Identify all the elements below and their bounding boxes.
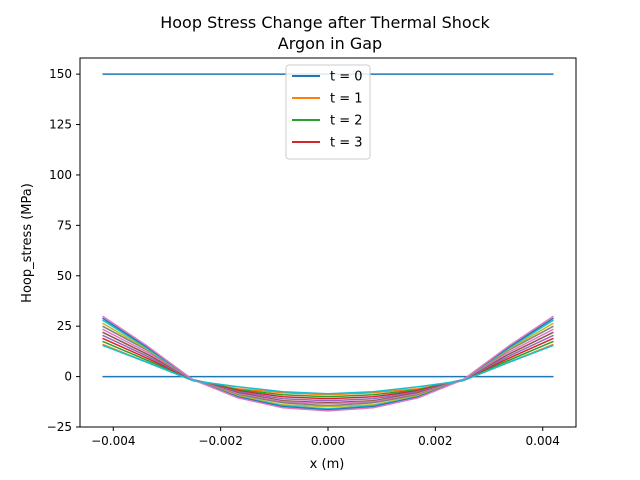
y-tick-label: 100 [49, 168, 72, 182]
legend-label: t = 2 [330, 114, 363, 129]
x-tick-label: −0.002 [198, 434, 242, 448]
legend-box [285, 64, 371, 160]
series-line-5 [102, 334, 554, 402]
x-tick-label: 0.000 [311, 434, 345, 448]
x-tick-label: −0.004 [91, 434, 135, 448]
y-tick-label: 50 [57, 269, 72, 283]
series-line-6 [102, 331, 554, 404]
y-tick-label: 75 [57, 218, 72, 232]
plot-lines-group [102, 73, 554, 412]
legend-label: t = 1 [330, 92, 363, 107]
chart-title: Hoop Stress Change after Thermal Shock [160, 13, 490, 32]
axes-group: −0.004 −0.002 0.000 0.002 0.004 −25 0 25 50 75 100… [47, 57, 577, 448]
chart-subtitle: Argon in Gap [278, 34, 382, 53]
legend-label: t = 3 [330, 136, 363, 151]
series-line-10 [102, 319, 554, 410]
y-axis-label: Hoop_stress (MPa) [20, 183, 35, 303]
series-line-7 [102, 328, 554, 405]
x-axis-label: x (m) [310, 457, 345, 472]
series-line-12 [102, 315, 554, 412]
y-tick-label: 150 [49, 67, 72, 81]
y-tick-label: −25 [47, 420, 72, 434]
y-tick-label: 25 [57, 319, 72, 333]
x-tick-label: 0.002 [418, 434, 452, 448]
y-tick-label: 0 [64, 370, 72, 384]
legend-label: t = 0 [330, 70, 363, 85]
x-tick-label: 0.004 [526, 434, 560, 448]
legend: t = 0 t = 1 t = 2 t = 3 [285, 64, 371, 160]
series-line-13 [102, 344, 554, 395]
y-tick-label: 125 [49, 118, 72, 132]
